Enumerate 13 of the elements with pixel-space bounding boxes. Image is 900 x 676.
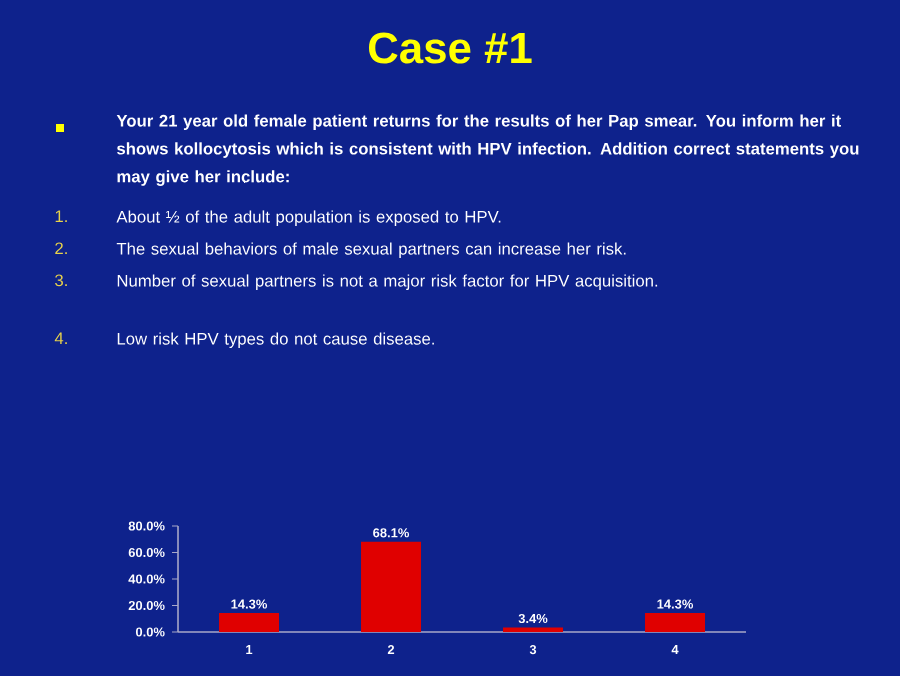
text: 2. xyxy=(55,242,67,255)
bar xyxy=(645,613,706,632)
bar xyxy=(219,613,280,632)
text: About ½ of the adult population is exposed to HPV. xyxy=(116,210,501,226)
text: Your 21 year old female patient returns for the results of her Pap smear. You inform her it shows kollocytosis which is consistent with HPV infection. Addition correct statements you may give her include: xyxy=(116,114,859,186)
text: 4. xyxy=(54,332,67,344)
text: Low risk HPV types do not cause disease. xyxy=(117,332,434,348)
text: Number of sexual partners is not a major risk factor for HPV acquisition. xyxy=(117,274,658,290)
text: The sexual behaviors of male sexual partners can increase her risk. xyxy=(116,242,626,258)
text: 3. xyxy=(55,274,67,287)
text: 1. xyxy=(55,210,67,222)
chart-title: Case #1 xyxy=(368,32,532,64)
bar xyxy=(361,541,422,632)
